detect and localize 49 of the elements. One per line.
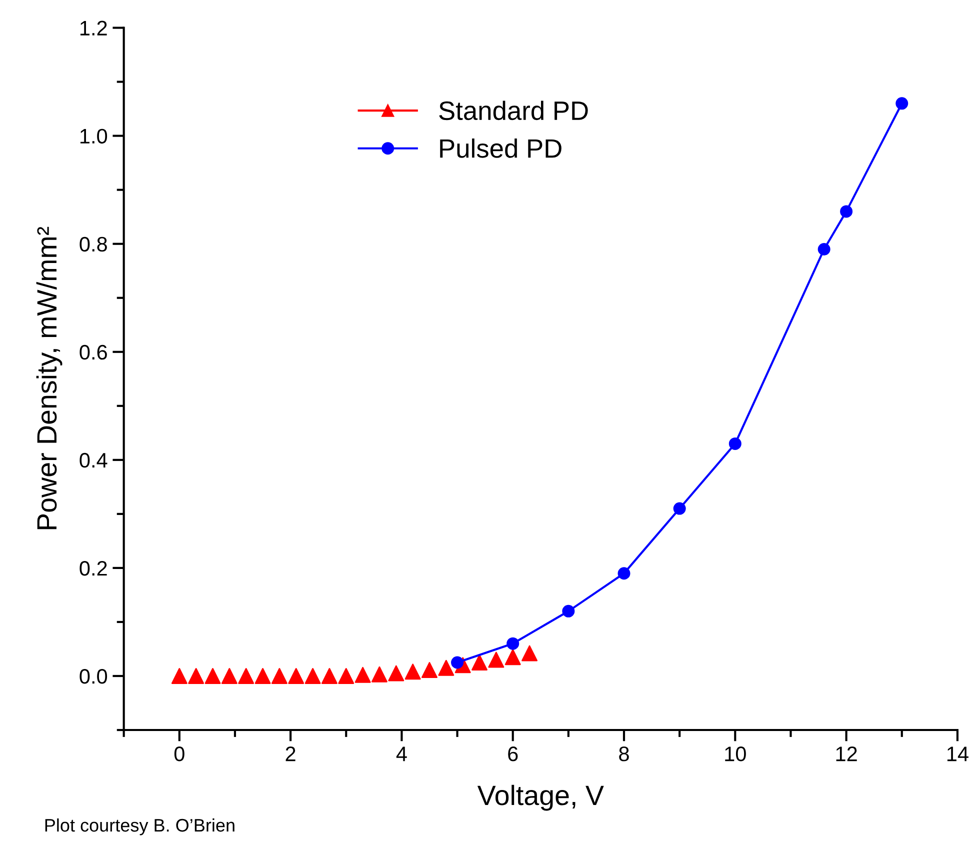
point (504, 649, 521, 666)
point (438, 660, 454, 676)
x-axis-title: Voltage, V (477, 784, 604, 811)
point (371, 666, 388, 682)
point (254, 668, 271, 684)
point (818, 243, 830, 256)
x-tick-label: 8 (619, 746, 629, 762)
x-tick-label: 14 (947, 746, 968, 762)
text: Plot courtesy B. O’Brien (45, 818, 234, 836)
point (522, 645, 538, 662)
point (321, 668, 338, 684)
point (288, 668, 304, 684)
y-tick-label: 0.4 (80, 452, 108, 468)
y-tick-label: 1.0 (80, 128, 108, 144)
point (338, 668, 354, 684)
x-tick-label: 2 (286, 746, 296, 762)
point (171, 668, 188, 684)
point (472, 654, 488, 670)
point (673, 502, 686, 515)
y-tick-label: 0.2 (80, 560, 107, 576)
point (188, 668, 204, 684)
x-tick-label: 10 (725, 746, 746, 762)
y-tick-label: 1.2 (80, 20, 107, 36)
y-tick-label: 0.8 (80, 236, 107, 252)
point (304, 668, 321, 684)
point (506, 637, 520, 650)
x-tick-label: 4 (396, 746, 407, 762)
y-tick-label: 0.0 (80, 669, 108, 684)
x-tick-label: 12 (836, 746, 857, 762)
point (204, 668, 221, 684)
point (488, 652, 504, 668)
point (354, 666, 371, 683)
point (388, 665, 404, 682)
point (840, 205, 853, 218)
legend-label: Standard PD (439, 100, 588, 120)
y-axis-title: Power Density, mW/mm² (36, 226, 62, 530)
point (562, 604, 575, 618)
y-tick-label: 0.6 (80, 344, 107, 360)
x-tick-label: 6 (508, 746, 518, 762)
point (422, 662, 438, 678)
point (896, 97, 908, 110)
x-tick-label: 0 (174, 746, 184, 762)
point (728, 437, 742, 450)
point (238, 668, 254, 684)
point (271, 668, 288, 684)
legend-label: Pulsed PD (440, 138, 562, 158)
point (221, 668, 238, 684)
point (618, 567, 630, 580)
point (404, 664, 421, 680)
